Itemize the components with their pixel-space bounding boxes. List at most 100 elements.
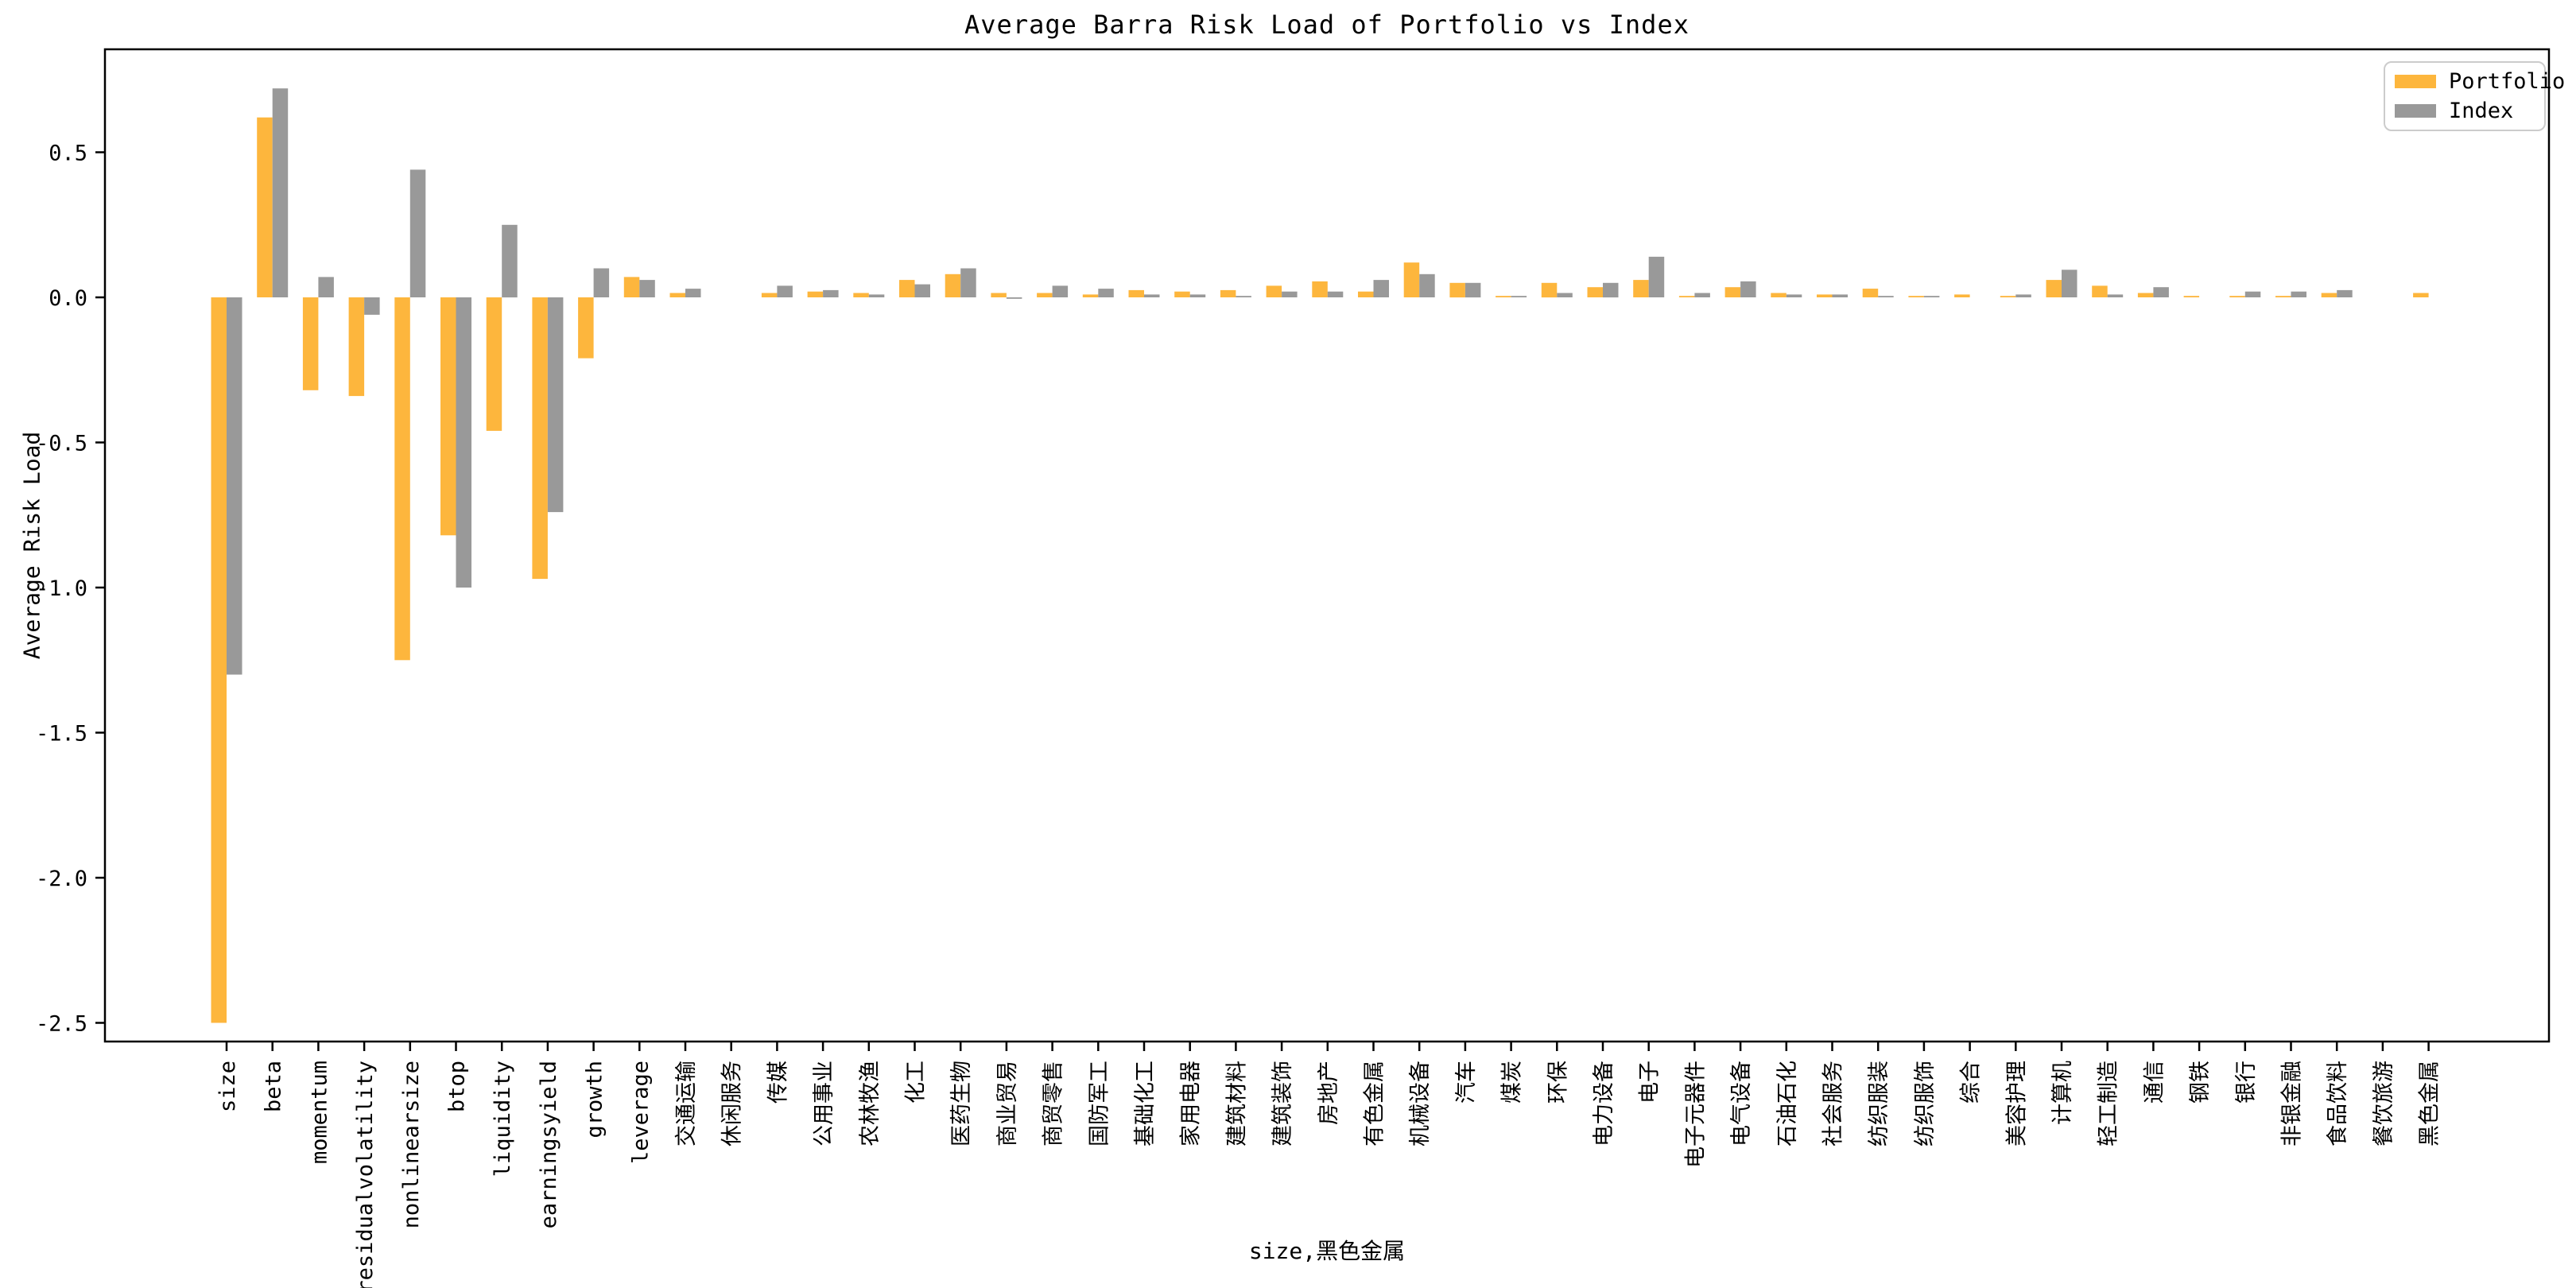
bar-index-31 (1648, 256, 1665, 297)
bar-portfolio-1 (257, 117, 273, 297)
legend-label-index: Index (2449, 99, 2514, 123)
legend-item-portfolio: Portfolio (2395, 71, 2565, 92)
chart-title: Average Barra Risk Load of Portfolio vs … (964, 10, 1690, 40)
bar-index-18 (1052, 285, 1069, 297)
x-tick-label: 房地产 (1317, 1061, 1341, 1125)
bar-index-17 (1006, 297, 1022, 299)
x-tick-label: 基础化工 (1133, 1061, 1158, 1146)
bar-portfolio-4 (394, 297, 410, 661)
bar-index-8 (593, 268, 610, 297)
x-tick-label: 综合 (1959, 1061, 1984, 1104)
x-tick-label: beta (262, 1061, 286, 1112)
bar-index-36 (1878, 296, 1894, 297)
bar-portfolio-46 (2321, 293, 2337, 297)
bar-portfolio-35 (1817, 294, 1833, 297)
bar-index-40 (2062, 270, 2077, 297)
bar-index-34 (1786, 294, 1802, 297)
bar-portfolio-16 (945, 274, 961, 297)
bar-portfolio-13 (807, 291, 824, 297)
x-tick-label: liquidity (491, 1061, 515, 1177)
bar-portfolio-15 (899, 280, 915, 297)
bar-index-32 (1694, 293, 1710, 297)
x-tick-label: 银行 (2234, 1061, 2259, 1104)
bar-portfolio-45 (2275, 296, 2291, 297)
bar-portfolio-22 (1220, 289, 1236, 297)
bar-portfolio-36 (1862, 289, 1879, 297)
x-tick-label: 机械设备 (1408, 1061, 1433, 1146)
bar-portfolio-41 (2092, 285, 2108, 297)
bar-index-6 (502, 224, 518, 298)
bar-portfolio-29 (1541, 282, 1558, 298)
bar-index-21 (1189, 294, 1206, 297)
bar-portfolio-2 (302, 297, 319, 390)
legend: Portfolio Index (2384, 61, 2565, 131)
x-tick-label: 公用事业 (812, 1061, 836, 1146)
bar-index-41 (2107, 294, 2124, 297)
legend-item-index: Index (2395, 100, 2533, 122)
bar-index-15 (914, 284, 930, 297)
bar-index-12 (777, 285, 793, 297)
x-tick-label: 电子元器件 (1683, 1061, 1708, 1168)
bar-index-46 (2337, 289, 2353, 297)
axes-spines (103, 48, 2551, 1043)
x-tick-label: 建筑装饰 (1271, 1061, 1295, 1146)
x-tick-label: 农林牧渔 (858, 1061, 883, 1146)
x-axis-label: size,黑色金属 (1248, 1238, 1406, 1264)
x-tick-label: 美容护理 (2004, 1061, 2029, 1146)
index-swatch (2395, 104, 2436, 118)
bar-portfolio-30 (1587, 287, 1603, 297)
bar-portfolio-14 (853, 293, 869, 297)
bar-index-3 (364, 297, 380, 315)
x-tick-label: earningsyield (537, 1061, 561, 1228)
bar-index-28 (1511, 296, 1527, 297)
bar-index-10 (685, 289, 701, 297)
x-tick-label: 石油石化 (1775, 1061, 1800, 1146)
bar-portfolio-39 (2000, 296, 2016, 297)
bar-portfolio-48 (2413, 293, 2429, 297)
bar-index-35 (1832, 294, 1848, 297)
x-tick-label: 汽车 (1454, 1061, 1479, 1104)
bar-index-4 (409, 169, 426, 297)
bar-index-25 (1373, 280, 1389, 297)
bar-portfolio-25 (1358, 291, 1374, 297)
x-tick-label: 纺织服装 (1867, 1061, 1891, 1146)
x-tick-label: 社会服务 (1821, 1061, 1846, 1146)
bar-index-13 (823, 289, 839, 297)
bar-index-45 (2291, 291, 2306, 297)
bar-index-44 (2244, 291, 2261, 297)
bar-portfolio-10 (669, 293, 685, 297)
bar-portfolio-27 (1449, 282, 1465, 298)
x-tick-label: 环保 (1546, 1061, 1570, 1104)
y-axis-label: Average Risk Load (18, 431, 45, 660)
x-tick-label: 电气设备 (1729, 1061, 1754, 1146)
bar-portfolio-0 (211, 297, 227, 1023)
y-tick-label: -2.5 (36, 1012, 87, 1037)
bar-index-33 (1740, 281, 1756, 297)
bar-portfolio-7 (532, 297, 548, 580)
bar-index-26 (1419, 274, 1435, 297)
bar-index-14 (868, 294, 885, 297)
bar-index-23 (1282, 291, 1298, 297)
x-tick-label: residualvolatility (353, 1061, 378, 1288)
x-tick-label: 纺织服饰 (1913, 1061, 1938, 1146)
y-tick-label: -1.5 (36, 722, 87, 747)
bar-index-0 (227, 297, 242, 675)
bar-index-1 (272, 88, 289, 297)
legend-label-portfolio: Portfolio (2449, 69, 2566, 94)
x-tick-label: 计算机 (2050, 1061, 2075, 1125)
x-tick-label: 交通运输 (674, 1061, 699, 1146)
y-tick-label: 0.5 (48, 142, 87, 166)
bar-portfolio-21 (1174, 291, 1190, 297)
x-tick-label: leverage (628, 1061, 653, 1164)
bar-portfolio-32 (1678, 296, 1695, 297)
x-tick-label: 传媒 (766, 1061, 790, 1104)
x-tick-label: 商贸零售 (1042, 1061, 1066, 1146)
y-tick-label: -2.0 (36, 867, 87, 891)
x-tick-label: 有色金属 (1363, 1061, 1387, 1146)
x-tick-label: 餐饮旅游 (2372, 1061, 2396, 1146)
x-tick-label: 电子 (1638, 1061, 1662, 1104)
bar-index-37 (1923, 296, 1940, 297)
x-tick-label: 商业贸易 (995, 1061, 1020, 1146)
x-tick-label: nonlinearsize (399, 1061, 424, 1228)
